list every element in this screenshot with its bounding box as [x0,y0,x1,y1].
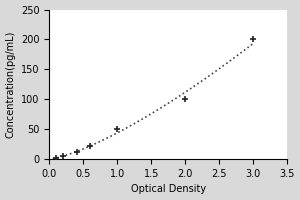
X-axis label: Optical Density: Optical Density [130,184,206,194]
Y-axis label: Concentration(pg/mL): Concentration(pg/mL) [6,31,16,138]
